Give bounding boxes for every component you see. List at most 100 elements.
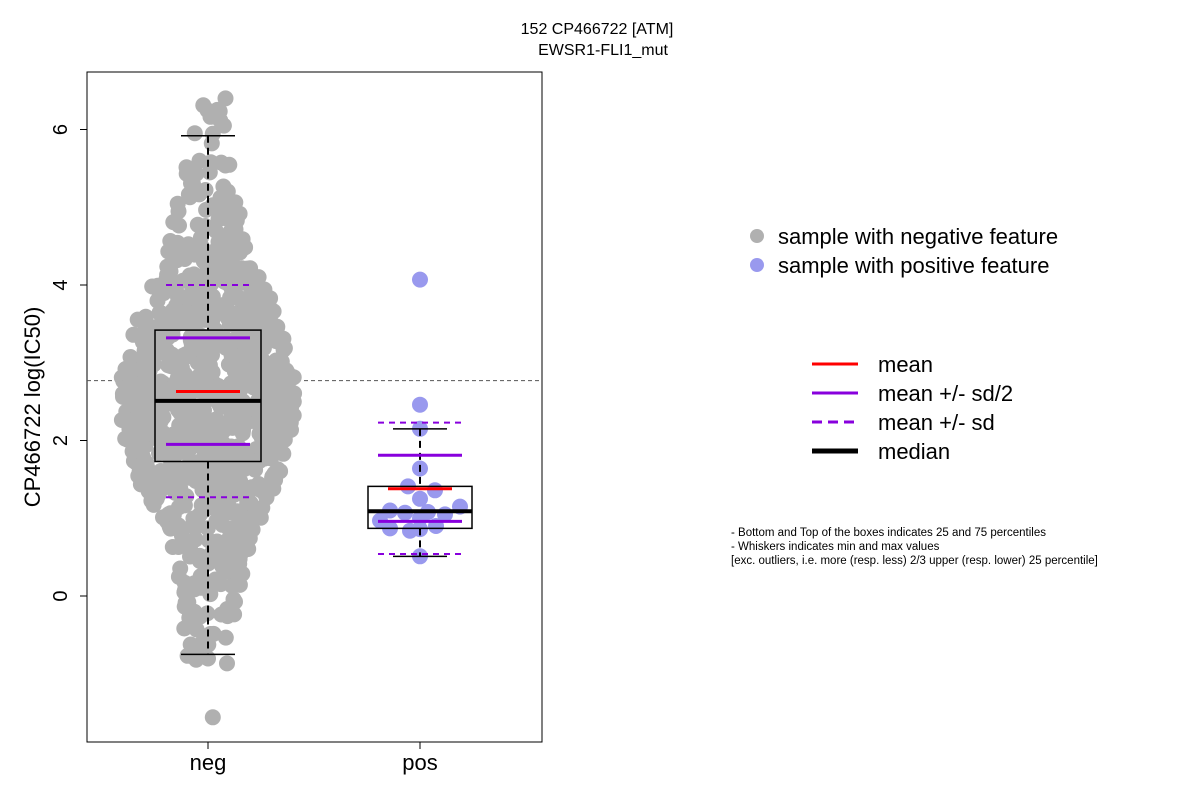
chart-title-line-2: EWSR1-FLI1_mut bbox=[538, 42, 668, 59]
data-point-neg bbox=[223, 195, 240, 212]
data-point-neg bbox=[227, 477, 244, 494]
legend-point-entry: sample with negative feature bbox=[750, 224, 1058, 249]
x-tick-label: pos bbox=[402, 750, 437, 775]
data-point-neg bbox=[211, 103, 228, 120]
data-point-neg bbox=[140, 327, 157, 344]
data-point-neg bbox=[245, 315, 262, 332]
data-point-neg bbox=[192, 568, 209, 585]
data-point-neg bbox=[229, 416, 246, 433]
box-neg bbox=[154, 134, 262, 656]
neg-points bbox=[113, 90, 303, 726]
data-point-neg bbox=[114, 385, 131, 402]
data-point-neg bbox=[219, 274, 236, 291]
data-point-neg bbox=[157, 442, 174, 459]
legend-point-entry: sample with positive feature bbox=[750, 253, 1049, 278]
data-point-neg bbox=[264, 470, 281, 486]
data-point-neg bbox=[202, 586, 219, 603]
data-point-neg bbox=[162, 233, 179, 249]
data-point-neg bbox=[189, 216, 206, 233]
notes: - Bottom and Top of the boxes indicates … bbox=[731, 527, 1098, 567]
data-point-neg bbox=[219, 655, 235, 672]
data-point-neg bbox=[161, 263, 178, 280]
data-point-neg bbox=[124, 443, 141, 460]
data-point-neg bbox=[191, 152, 208, 169]
data-point-neg bbox=[210, 211, 227, 228]
data-point-neg bbox=[165, 214, 182, 231]
data-point-neg bbox=[214, 247, 231, 264]
data-point-neg bbox=[156, 345, 173, 362]
data-point-neg bbox=[197, 311, 214, 328]
legend-point-marker bbox=[750, 258, 764, 272]
data-point-neg bbox=[221, 156, 238, 173]
data-point-neg bbox=[268, 352, 285, 369]
data-point-neg bbox=[217, 629, 234, 646]
data-point-neg bbox=[175, 272, 191, 289]
data-point-neg bbox=[122, 349, 139, 365]
data-point-neg bbox=[204, 709, 221, 726]
data-point-neg bbox=[194, 634, 211, 651]
plot-frame bbox=[86, 71, 543, 743]
data-point-neg bbox=[240, 522, 257, 539]
data-point-neg bbox=[193, 297, 210, 314]
plot-area: 0 2 4 6 neg pos bbox=[50, 71, 543, 775]
data-point-neg bbox=[214, 516, 231, 533]
data-point-neg bbox=[182, 332, 199, 349]
data-point-neg bbox=[198, 201, 215, 218]
data-point-neg bbox=[226, 549, 243, 566]
data-point-neg bbox=[164, 326, 181, 343]
data-point-pos bbox=[412, 490, 428, 507]
y-tick-label: 2 bbox=[50, 435, 72, 446]
legend: sample with negative feature sample with … bbox=[750, 224, 1058, 464]
legend-line-entry: mean +/- sd/2 bbox=[812, 381, 1013, 406]
chart-title-line-1: 152 CP466722 [ATM] bbox=[521, 21, 674, 38]
data-point-neg bbox=[163, 380, 180, 397]
data-point-neg bbox=[249, 303, 266, 320]
data-point-neg bbox=[195, 401, 212, 418]
note-line: - Whiskers indicates min and max values bbox=[731, 541, 940, 553]
data-point-neg bbox=[153, 481, 169, 498]
y-tick-label: 0 bbox=[50, 590, 72, 601]
data-point-neg bbox=[181, 469, 198, 486]
data-point-neg bbox=[203, 135, 220, 152]
data-point-neg bbox=[248, 347, 265, 364]
data-point-neg bbox=[186, 603, 203, 620]
data-point-neg bbox=[186, 125, 203, 142]
legend-point-label: sample with positive feature bbox=[778, 253, 1049, 278]
note-line: [exc. outliers, i.e. more (resp. less) 2… bbox=[731, 555, 1098, 567]
data-point-neg bbox=[138, 459, 155, 476]
data-point-neg bbox=[163, 309, 180, 326]
data-point-pos bbox=[412, 271, 428, 288]
data-point-neg bbox=[229, 236, 246, 253]
data-point-neg bbox=[179, 647, 196, 664]
data-point-pos bbox=[402, 522, 418, 539]
data-point-neg bbox=[240, 455, 257, 472]
data-point-neg bbox=[145, 389, 162, 406]
data-point-neg bbox=[217, 90, 234, 107]
data-point-neg bbox=[215, 178, 232, 195]
data-point-neg bbox=[222, 289, 239, 306]
data-point-neg bbox=[190, 458, 207, 475]
data-point-neg bbox=[272, 334, 288, 351]
data-point-neg bbox=[129, 311, 146, 328]
data-point-neg bbox=[185, 510, 202, 527]
data-point-neg bbox=[157, 467, 174, 484]
data-point-neg bbox=[169, 195, 186, 212]
data-point-neg bbox=[173, 359, 190, 376]
data-point-neg bbox=[231, 576, 248, 593]
y-axis-label: CP466722 log(IC50) bbox=[20, 307, 45, 508]
data-point-neg bbox=[187, 531, 204, 548]
data-point-neg bbox=[205, 625, 222, 642]
data-point-neg bbox=[186, 581, 203, 598]
data-point-neg bbox=[163, 428, 180, 445]
data-point-neg bbox=[279, 422, 296, 439]
data-point-neg bbox=[191, 186, 208, 203]
data-point-neg bbox=[199, 605, 216, 622]
data-point-neg bbox=[219, 608, 236, 625]
data-point-neg bbox=[135, 348, 152, 365]
data-point-neg bbox=[201, 164, 218, 181]
data-point-neg bbox=[247, 274, 263, 291]
legend-line-label: mean bbox=[878, 352, 933, 377]
data-point-neg bbox=[207, 458, 224, 475]
y-tick-label: 4 bbox=[50, 279, 72, 290]
